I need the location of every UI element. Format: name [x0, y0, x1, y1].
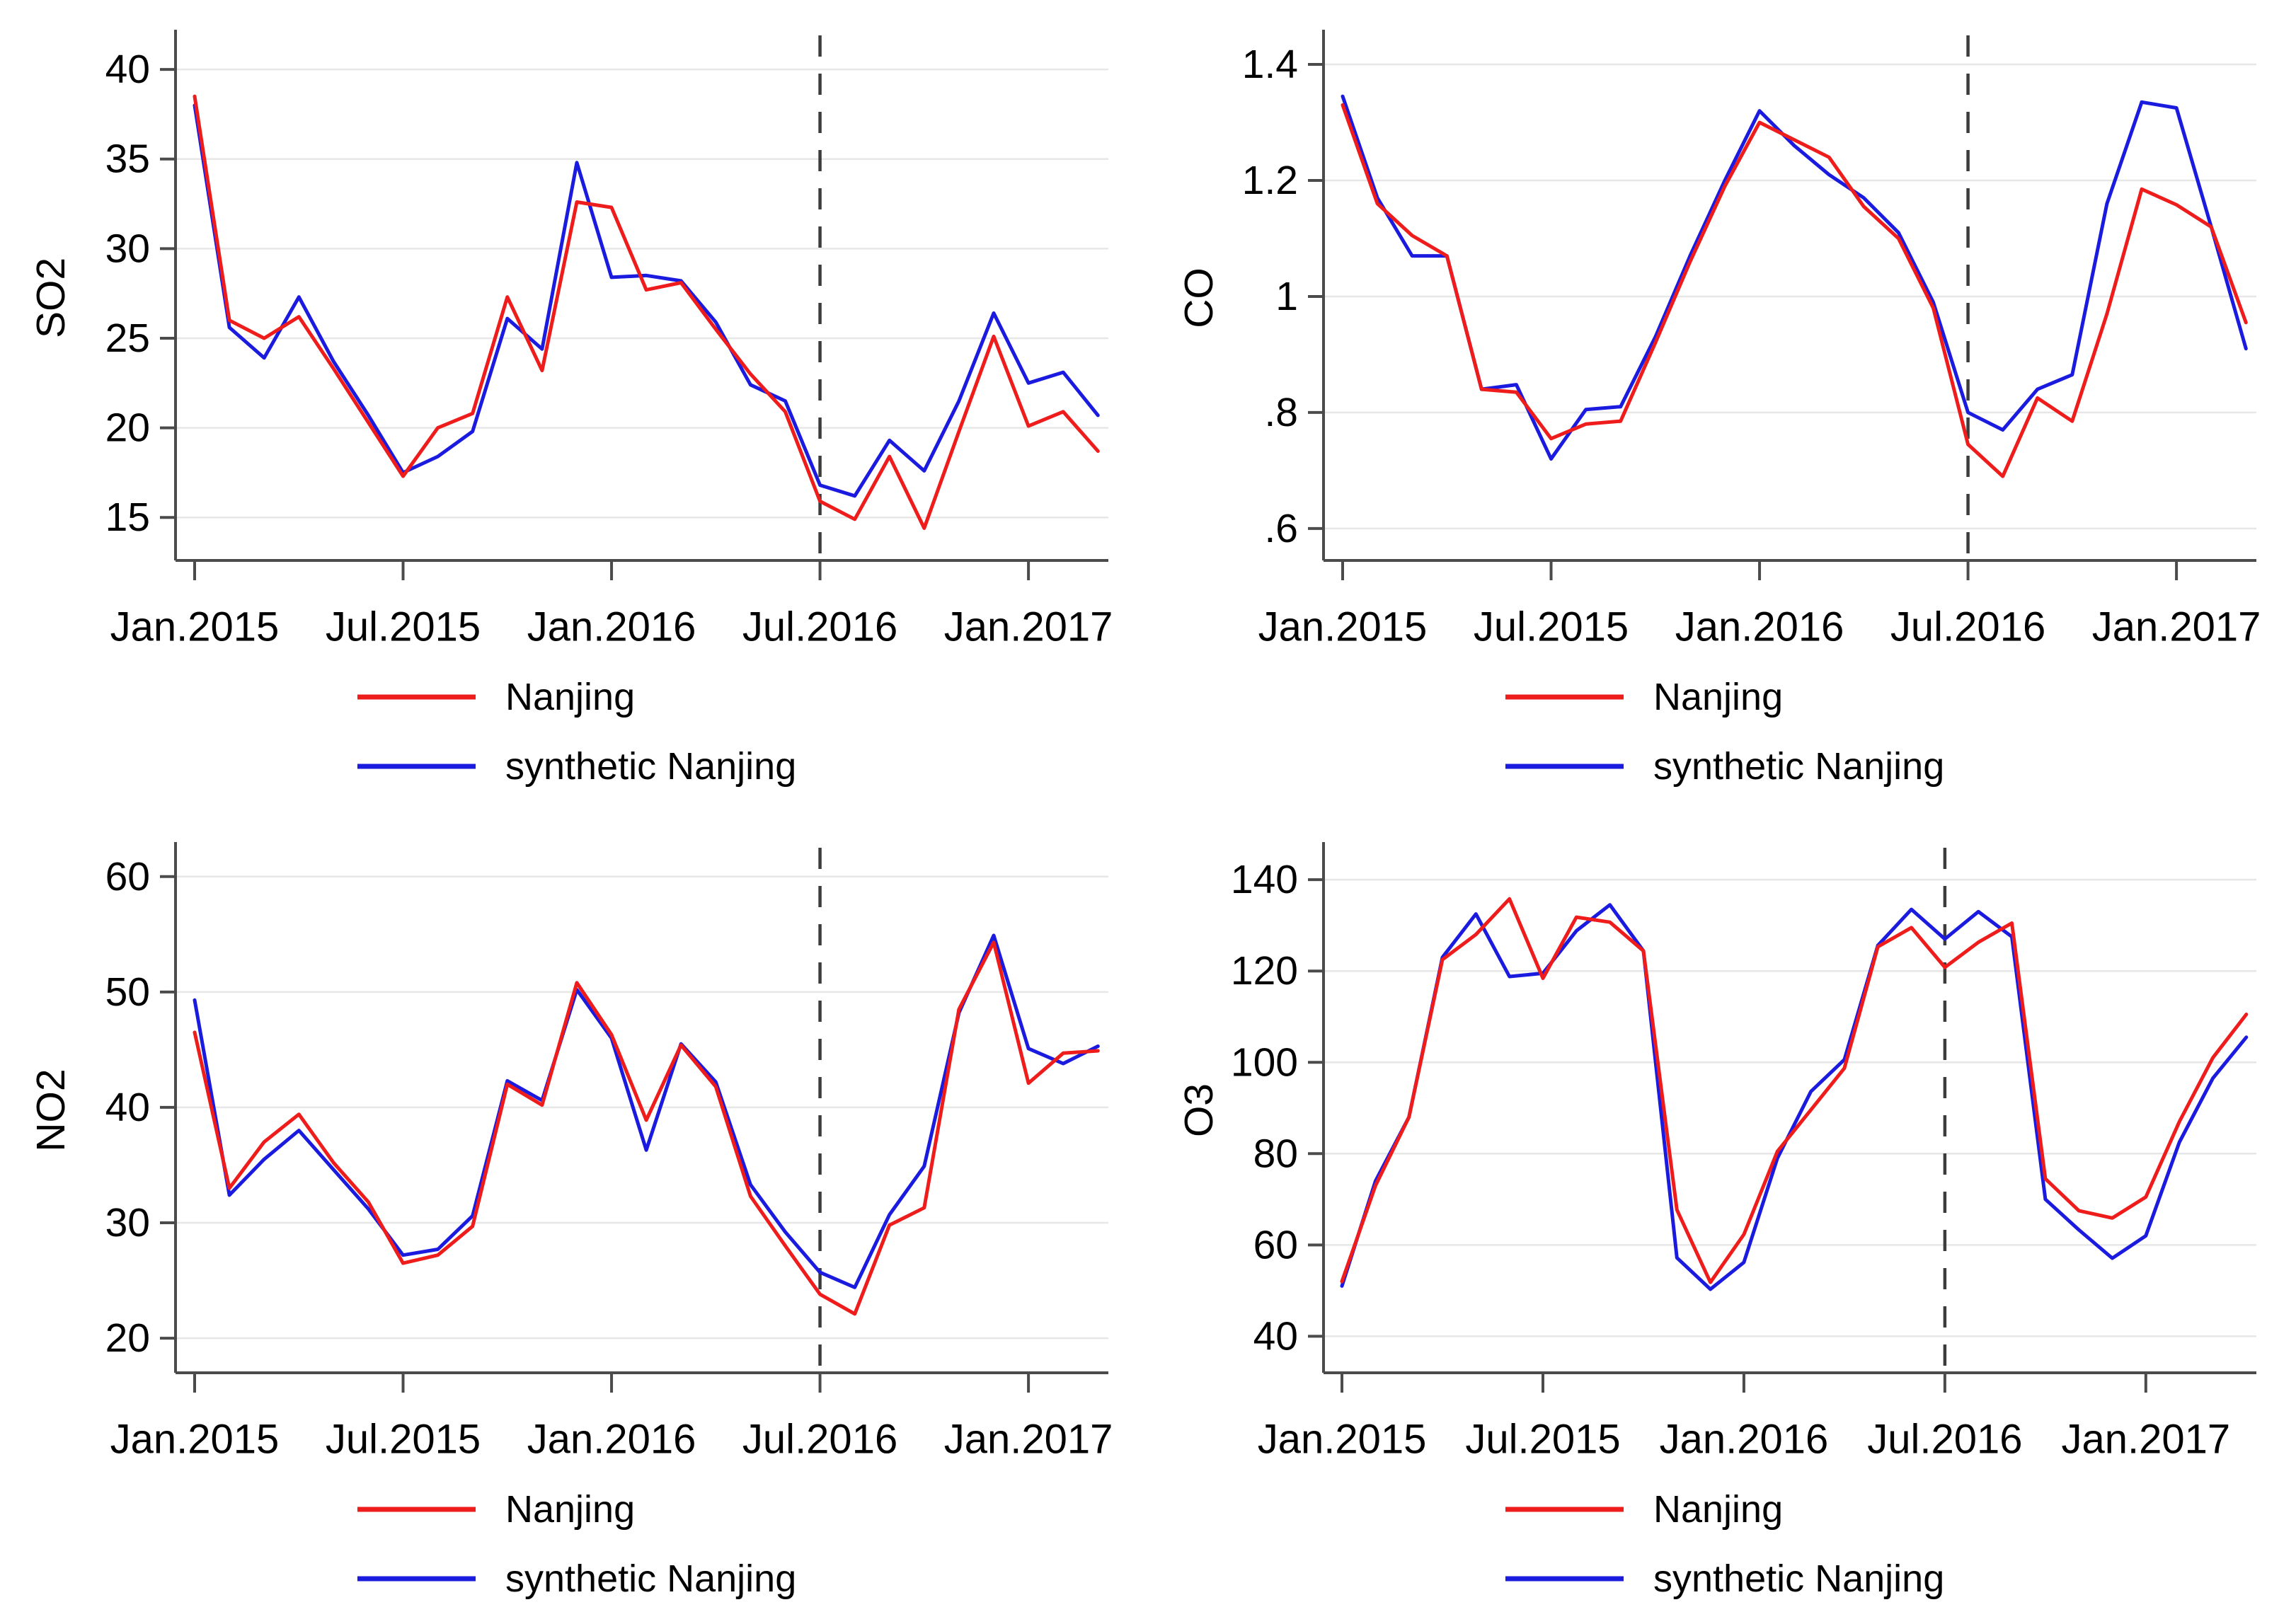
x-tick-label: Jul.2016	[1867, 1417, 2022, 1463]
x-tick-label: Jul.2015	[326, 1417, 481, 1463]
nanjing-line	[1340, 897, 2249, 1284]
synthetic-nanjing-line	[1340, 903, 2249, 1291]
y-tick-label: 60	[105, 854, 150, 899]
o3-chart: 40 60 80 100 120 140 O3 Jan.2015 Jul.2015 Jan.201…	[1176, 842, 2256, 1600]
y-tick-label: 40	[1253, 1313, 1298, 1359]
x-tick-label: Jan.2017	[2061, 1417, 2230, 1463]
legend-label-nanjing: Nanjing	[1653, 676, 1783, 718]
gridlines	[176, 68, 1108, 519]
x-tick-label: Jul.2016	[742, 604, 897, 650]
y-tick-label: 20	[105, 405, 150, 451]
y-tick-label: 60	[1253, 1222, 1298, 1267]
x-tick-label: Jul.2015	[1474, 604, 1629, 650]
nanjing-line	[193, 940, 1100, 1316]
x-tick-label: Jul.2016	[742, 1417, 897, 1463]
y-tick-label: 20	[105, 1315, 150, 1361]
y-tick-label: 15	[105, 495, 150, 540]
y-tick-label: 120	[1231, 948, 1298, 994]
y-tick-label: 80	[1253, 1131, 1298, 1176]
x-tick-label: Jan.2017	[944, 1417, 1113, 1463]
y-tick-label: 30	[105, 1200, 150, 1245]
x-tick-label: Jan.2017	[2092, 604, 2261, 650]
legend-label-nanjing: Nanjing	[1653, 1488, 1783, 1531]
synthetic-nanjing-line	[193, 103, 1100, 498]
chart-cell-no2: 20 30 40 50 60 NO2 Jan.2015 Jul.2015 Jan.2016 Jul…	[0, 812, 1148, 1624]
y-axis-title: O3	[1176, 1083, 1222, 1137]
x-tick-label: Jan.2015	[1258, 604, 1428, 650]
y-axis-title: CO	[1176, 267, 1222, 328]
y-axis-title: SO2	[28, 258, 74, 338]
x-tick-label: Jan.2016	[527, 1417, 696, 1463]
y-tick-label: 100	[1231, 1040, 1298, 1085]
legend-label-synthetic: synthetic Nanjing	[1653, 1557, 1944, 1600]
y-tick-label: .8	[1264, 390, 1298, 435]
y-tick-label: 140	[1231, 857, 1298, 902]
legend-label-synthetic: synthetic Nanjing	[1653, 745, 1944, 788]
so2-chart: 15 20 25 30 35 40 SO2 Jan.2015 Jul.2015 Jan.2016 J…	[28, 30, 1113, 788]
y-tick-label: 1	[1275, 274, 1298, 319]
y-tick-label: 40	[105, 1085, 150, 1130]
x-tick-label: Jan.2015	[110, 604, 280, 650]
y-axis-title: NO2	[28, 1069, 74, 1151]
nanjing-line	[193, 94, 1100, 530]
co-chart: .6 .8 1 1.2 1.4 CO Jan.2015 Jul.2015 Jan.2016 Jul…	[1176, 30, 2261, 788]
x-tick-label: Jan.2016	[527, 604, 696, 650]
no2-chart: 20 30 40 50 60 NO2 Jan.2015 Jul.2015 Jan.2016 Jul…	[28, 842, 1113, 1600]
chart-cell-o3: 40 60 80 100 120 140 O3 Jan.2015 Jul.2015 Jan.201…	[1148, 812, 2296, 1624]
y-tick-label: 30	[105, 226, 150, 271]
legend-label-nanjing: Nanjing	[505, 676, 635, 718]
y-tick-label: .6	[1264, 506, 1298, 551]
gridlines	[1324, 878, 2256, 1337]
x-tick-label: Jan.2016	[1675, 604, 1844, 650]
x-tick-label: Jan.2015	[1258, 1417, 1427, 1463]
gridlines	[1324, 63, 2256, 530]
chart-cell-so2: 15 20 25 30 35 40 SO2 Jan.2015 Jul.2015 Jan.2016 J…	[0, 0, 1148, 812]
legend-label-nanjing: Nanjing	[505, 1488, 635, 1531]
y-tick-label: 35	[105, 137, 150, 182]
legend-label-synthetic: synthetic Nanjing	[505, 1557, 796, 1600]
x-tick-label: Jan.2016	[1660, 1417, 1829, 1463]
y-tick-label: 1.2	[1242, 158, 1298, 203]
nanjing-line	[1341, 103, 2248, 478]
x-tick-label: Jul.2016	[1890, 604, 2045, 650]
legend-label-synthetic: synthetic Nanjing	[505, 745, 796, 788]
chart-cell-co: .6 .8 1 1.2 1.4 CO Jan.2015 Jul.2015 Jan.2016 Jul…	[1148, 0, 2296, 812]
y-tick-label: 40	[105, 47, 150, 92]
synthetic-nanjing-line	[193, 933, 1100, 1289]
synthetic-nanjing-line	[1341, 94, 2248, 461]
x-tick-label: Jul.2015	[1465, 1417, 1620, 1463]
x-tick-label: Jan.2015	[110, 1417, 280, 1463]
y-tick-label: 50	[105, 969, 150, 1015]
gridlines	[176, 875, 1108, 1340]
x-tick-label: Jan.2017	[944, 604, 1113, 650]
x-tick-label: Jul.2015	[326, 604, 481, 650]
y-tick-label: 1.4	[1242, 42, 1298, 87]
y-tick-label: 25	[105, 316, 150, 361]
